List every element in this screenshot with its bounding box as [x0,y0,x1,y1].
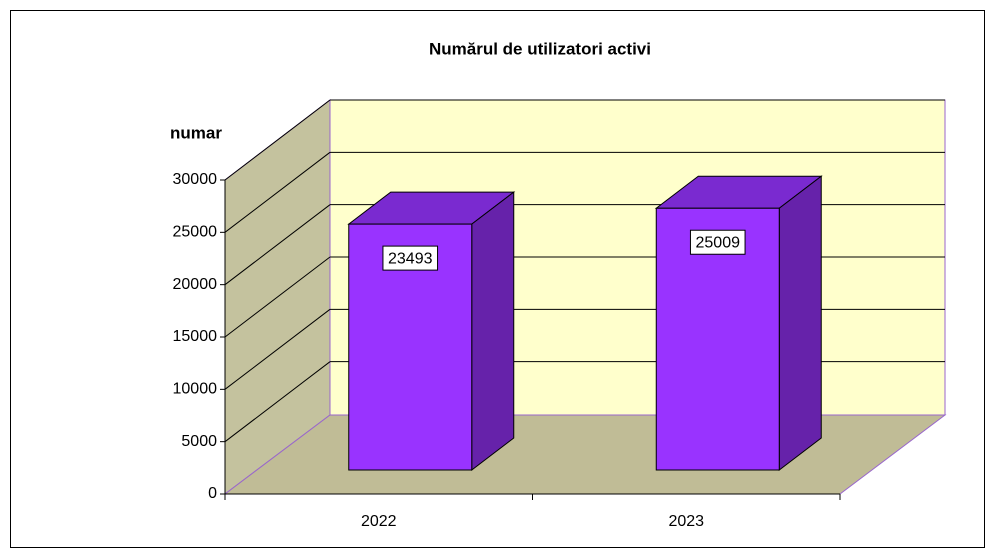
walls [223,98,947,496]
y-tick-label: 15000 [173,328,218,345]
bar-side [471,191,515,472]
data-label: 23493 [388,250,433,267]
grid-line [224,361,331,443]
data-label-box [689,229,746,255]
grid-line [224,204,331,286]
y-axis-label: numar [170,123,222,142]
y-tick-label: 20000 [173,276,218,293]
data-label: 25009 [696,234,741,251]
y-tick-label: 25000 [173,224,218,241]
bar-side [778,175,822,472]
y-tick-label: 5000 [181,433,217,450]
x-tick-label: 2023 [668,513,704,530]
y-tick-label: 30000 [173,171,218,188]
grid-line [224,308,331,390]
y-tick-label: 10000 [173,381,218,398]
y-tick-label: 0 [208,485,217,502]
data-label-box [382,245,439,271]
grid-line [224,151,331,233]
floor [223,414,947,495]
grid-line [224,256,331,338]
x-tick-label: 2022 [361,513,397,530]
chart-title: Numărul de utilizatori activi [429,39,651,58]
grid-line [224,99,331,181]
